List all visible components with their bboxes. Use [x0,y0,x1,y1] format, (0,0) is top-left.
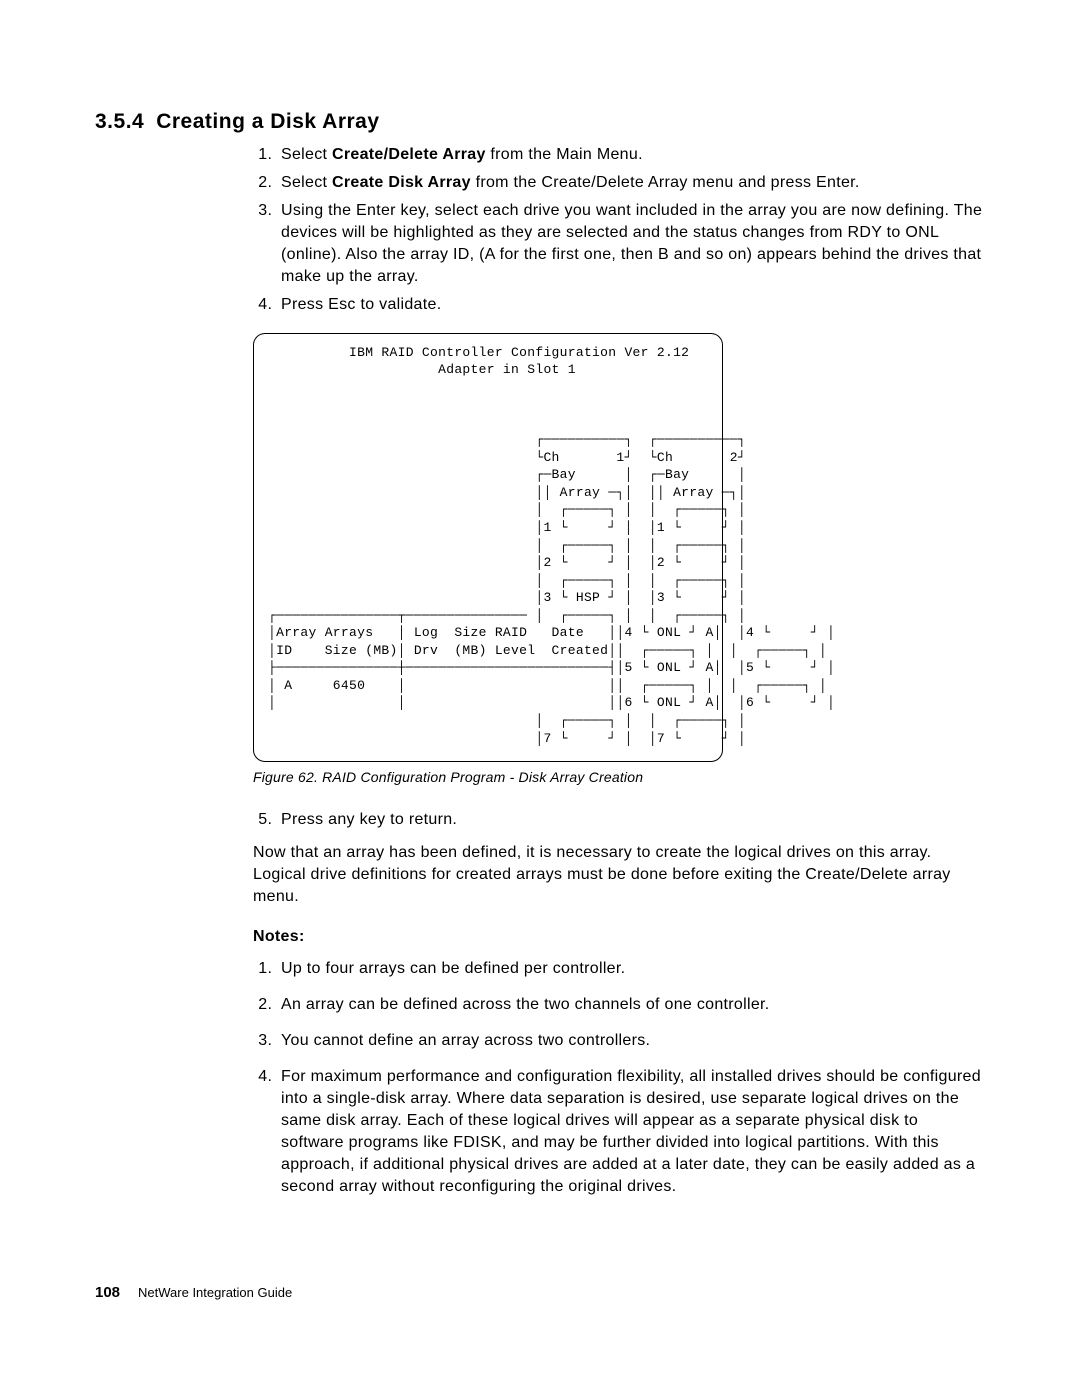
page-footer: 108 NetWare Integration Guide [95,1284,292,1301]
section-heading: 3.5.4 Creating a Disk Array [95,110,985,134]
note-3: You cannot define an array across two co… [277,1030,985,1052]
notes-list: Up to four arrays can be defined per con… [253,958,985,1199]
notes-heading: Notes: [253,926,985,948]
note-1: Up to four arrays can be defined per con… [277,958,985,980]
step-4: Press Esc to validate. [277,294,985,316]
page: 3.5.4 Creating a Disk Array Select Create… [0,0,1080,1397]
step-1: Select Create/Delete Array from the Main… [277,144,985,166]
note-2: An array can be defined across the two c… [277,994,985,1016]
section-title: Creating a Disk Array [156,110,379,133]
page-number: 108 [95,1284,120,1301]
book-title: NetWare Integration Guide [138,1285,292,1300]
section-number: 3.5.4 [95,110,144,133]
step-2: Select Create Disk Array from the Create… [277,172,985,194]
steps-top: Select Create/Delete Array from the Main… [253,144,985,317]
body: Select Create/Delete Array from the Main… [253,144,985,1199]
step-5: Press any key to return. [277,809,985,831]
note-4: For maximum performance and configuratio… [277,1066,985,1198]
para-after-figure: Now that an array has been defined, it i… [253,842,985,908]
figure-terminal: IBM RAID Controller Configuration Ver 2.… [253,333,723,763]
steps-mid: Press any key to return. [253,809,985,831]
step-3: Using the Enter key, select each drive y… [277,200,985,288]
figure-caption: Figure 62. RAID Configuration Program - … [253,768,985,787]
